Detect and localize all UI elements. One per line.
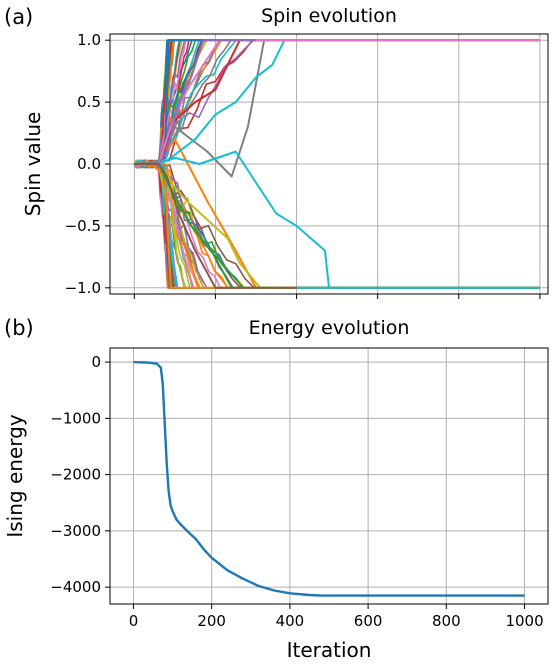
y-tick-label: 0.0	[77, 155, 101, 173]
spin-series-group	[133, 39, 540, 289]
spin-series-line	[134, 163, 540, 289]
spin-series-line	[134, 39, 540, 167]
y-tick-label: −4000	[50, 578, 101, 596]
spin-evolution-panel: (a) Spin evolution Spin value −1.0 −0.5 0.…	[4, 5, 549, 299]
spin-evolution-title: Spin evolution	[261, 5, 397, 27]
x-tick-label: 1000	[505, 612, 543, 630]
y-tick-label: −1000	[50, 409, 101, 427]
panel-b-letter: (b)	[4, 316, 34, 340]
y-tick-label: −1.0	[65, 279, 101, 297]
panel-a-letter: (a)	[4, 5, 33, 29]
x-tick-label: 400	[276, 612, 305, 630]
y-tick-label: −0.5	[65, 217, 101, 235]
energy-series-line	[133, 360, 525, 597]
energy-series-group	[133, 360, 525, 597]
spin-series-line	[133, 39, 540, 168]
y-tick-label: 1.0	[77, 31, 101, 49]
spin-plot-frame	[109, 33, 549, 295]
x-tick-label: 800	[432, 612, 461, 630]
y-tick-label: 0.5	[77, 93, 101, 111]
energy-evolution-panel: (b) Energy evolution Ising energy Iterat…	[3, 316, 549, 662]
spin-ticks: −1.0 −0.5 0.0 0.5 1.0	[65, 31, 541, 299]
ising-energy-axis-label: Ising energy	[3, 414, 27, 537]
x-tick-label: 600	[354, 612, 383, 630]
iteration-axis-label: Iteration	[287, 638, 372, 662]
energy-grid	[110, 348, 548, 604]
energy-evolution-title: Energy evolution	[249, 317, 410, 339]
energy-ticks: 0 200 400 600 800 1000 0 −1000 −2000 −3000 −4000	[50, 353, 543, 630]
y-tick-label: 0	[91, 353, 101, 371]
x-tick-label: 0	[129, 612, 139, 630]
x-tick-label: 200	[197, 612, 226, 630]
y-tick-label: −2000	[50, 466, 101, 484]
y-tick-label: −3000	[50, 522, 101, 540]
spin-value-axis-label: Spin value	[21, 112, 45, 217]
energy-plot-frame	[109, 347, 549, 605]
